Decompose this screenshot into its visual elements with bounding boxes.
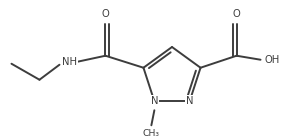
Text: N: N	[186, 96, 193, 106]
Text: O: O	[102, 9, 109, 19]
Text: CH₃: CH₃	[143, 129, 160, 138]
Text: N: N	[151, 96, 158, 106]
Text: O: O	[233, 9, 241, 19]
Text: NH: NH	[62, 57, 77, 67]
Text: OH: OH	[265, 55, 280, 65]
